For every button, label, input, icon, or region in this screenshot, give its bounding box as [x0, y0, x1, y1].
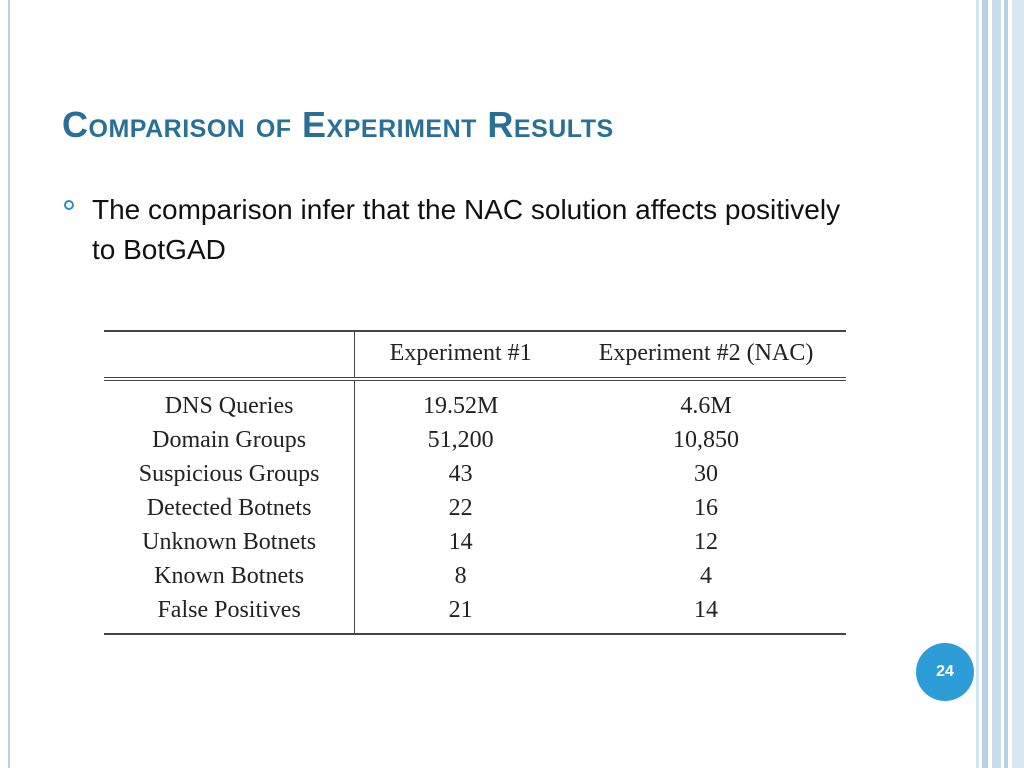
- bullet-text: The comparison infer that the NAC soluti…: [92, 194, 841, 265]
- cell-exp2: 10,850: [673, 426, 740, 453]
- cell-exp1: 14: [448, 528, 473, 555]
- cell-exp1: 43: [448, 460, 473, 487]
- results-table-wrap: Experiment #1 Experiment #2 (NAC) DNS Qu…: [104, 330, 846, 635]
- row-label: Domain Groups: [104, 423, 356, 457]
- page-number-badge: 24: [916, 643, 974, 701]
- decor-stripe: [982, 0, 988, 768]
- cell-exp1: 22: [448, 494, 473, 521]
- cell-exp2: 16: [694, 494, 719, 521]
- row-label: False Positives: [104, 593, 356, 635]
- decor-stripe: [976, 0, 979, 768]
- decor-stripe: [992, 0, 1001, 768]
- table-row: Known Botnets 8 4: [104, 559, 846, 593]
- cell-exp1: 19.52M: [422, 392, 499, 419]
- header-cell: Experiment #1: [354, 330, 567, 381]
- row-label: Known Botnets: [104, 559, 356, 593]
- table-row: Unknown Botnets 14 12: [104, 525, 846, 559]
- table-row: DNS Queries 19.52M 4.6M: [104, 379, 846, 423]
- results-table: Experiment #1 Experiment #2 (NAC) DNS Qu…: [104, 330, 846, 635]
- cell-exp1: 21: [354, 593, 567, 635]
- row-label: DNS Queries: [104, 379, 356, 423]
- slide-title: Comparison of Experiment Results: [62, 104, 614, 145]
- header-cell: [104, 330, 356, 381]
- cell-exp2: 14: [566, 593, 846, 635]
- header-cell: Experiment #2 (NAC): [566, 330, 846, 381]
- row-label: Suspicious Groups: [104, 457, 356, 491]
- cell-exp2: 12: [694, 528, 719, 555]
- circle-bullet-icon: [64, 200, 74, 210]
- decor-stripe: [1004, 0, 1008, 768]
- cell-exp1: 8: [454, 562, 467, 589]
- cell-exp1: 51,200: [427, 426, 494, 453]
- cell-exp2: 4.6M: [680, 392, 732, 419]
- table-row: Detected Botnets 22 16: [104, 491, 846, 525]
- row-label: Detected Botnets: [104, 491, 356, 525]
- bullet-item: The comparison infer that the NAC soluti…: [64, 190, 864, 270]
- left-border-line: [8, 0, 10, 768]
- table-row: Suspicious Groups 43 30: [104, 457, 846, 491]
- table-row: Domain Groups 51,200 10,850: [104, 423, 846, 457]
- row-label: Unknown Botnets: [104, 525, 356, 559]
- decor-stripe: [1012, 0, 1024, 768]
- table-header-row: Experiment #1 Experiment #2 (NAC): [104, 330, 846, 381]
- cell-exp2: 30: [694, 460, 719, 487]
- cell-exp2: 4: [700, 562, 713, 589]
- table-row: False Positives 21 14: [104, 593, 846, 635]
- page-number: 24: [936, 663, 954, 680]
